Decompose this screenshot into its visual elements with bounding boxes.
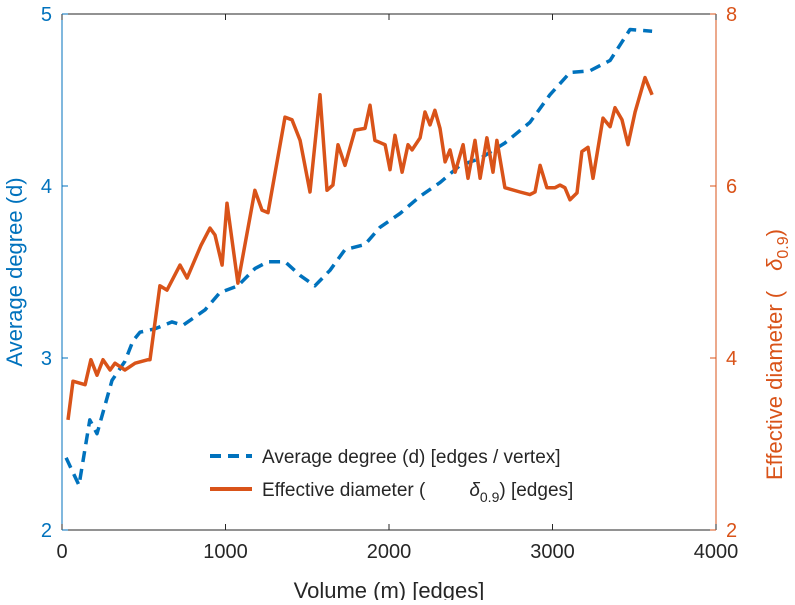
y-axis-label-left: Average degree (d) — [2, 177, 27, 366]
series-line-effective-diameter — [66, 75, 654, 421]
y-tick-label-left: 3 — [41, 348, 52, 370]
x-tick-label: 0 — [56, 541, 67, 563]
y-tick-label-left: 2 — [41, 520, 52, 542]
y-axis-label-right: Effective diameter ( δ0.9) — [762, 229, 792, 480]
y-axis-label-right-close: ) — [762, 229, 787, 236]
y-axis-label-right-symbol: δ — [762, 258, 787, 271]
y-axis-label-right-text: Effective diameter ( — [762, 290, 787, 480]
x-tick-label: 2000 — [367, 541, 412, 563]
y-tick-label-right: 4 — [726, 348, 737, 370]
legend-label-effective-diameter: Effective diameter ( δ0.9) [edges] — [262, 480, 573, 505]
y-tick-label-right: 6 — [726, 176, 737, 198]
y-tick-label-left: 4 — [41, 176, 52, 198]
legend-text: Effective diameter ( — [262, 480, 426, 501]
y-axis-label-right-subscript: 0.9 — [775, 236, 792, 258]
legend-close: ) [edges] — [499, 480, 573, 501]
y-tick-label-left: 5 — [41, 4, 52, 26]
legend-label-average-degree: Average degree (d) [edges / vertex] — [262, 447, 561, 468]
series-line-average-degree — [64, 27, 653, 488]
legend: Average degree (d) [edges / vertex] Effe… — [200, 438, 658, 506]
legend-symbol: δ — [469, 480, 480, 501]
legend-box — [200, 438, 658, 506]
y-tick-label-right: 8 — [726, 4, 737, 26]
legend-subscript: 0.9 — [480, 489, 500, 505]
y-tick-label-right: 2 — [726, 520, 737, 542]
x-tick-label: 1000 — [203, 541, 248, 563]
x-tick-label: 4000 — [694, 541, 739, 563]
x-tick-label: 3000 — [530, 541, 575, 563]
svg-text:Effective diameter (δ0.9): Effective diameter ( δ0.9) — [762, 229, 792, 480]
x-axis-label: Volume (m) [edges] — [294, 578, 485, 600]
